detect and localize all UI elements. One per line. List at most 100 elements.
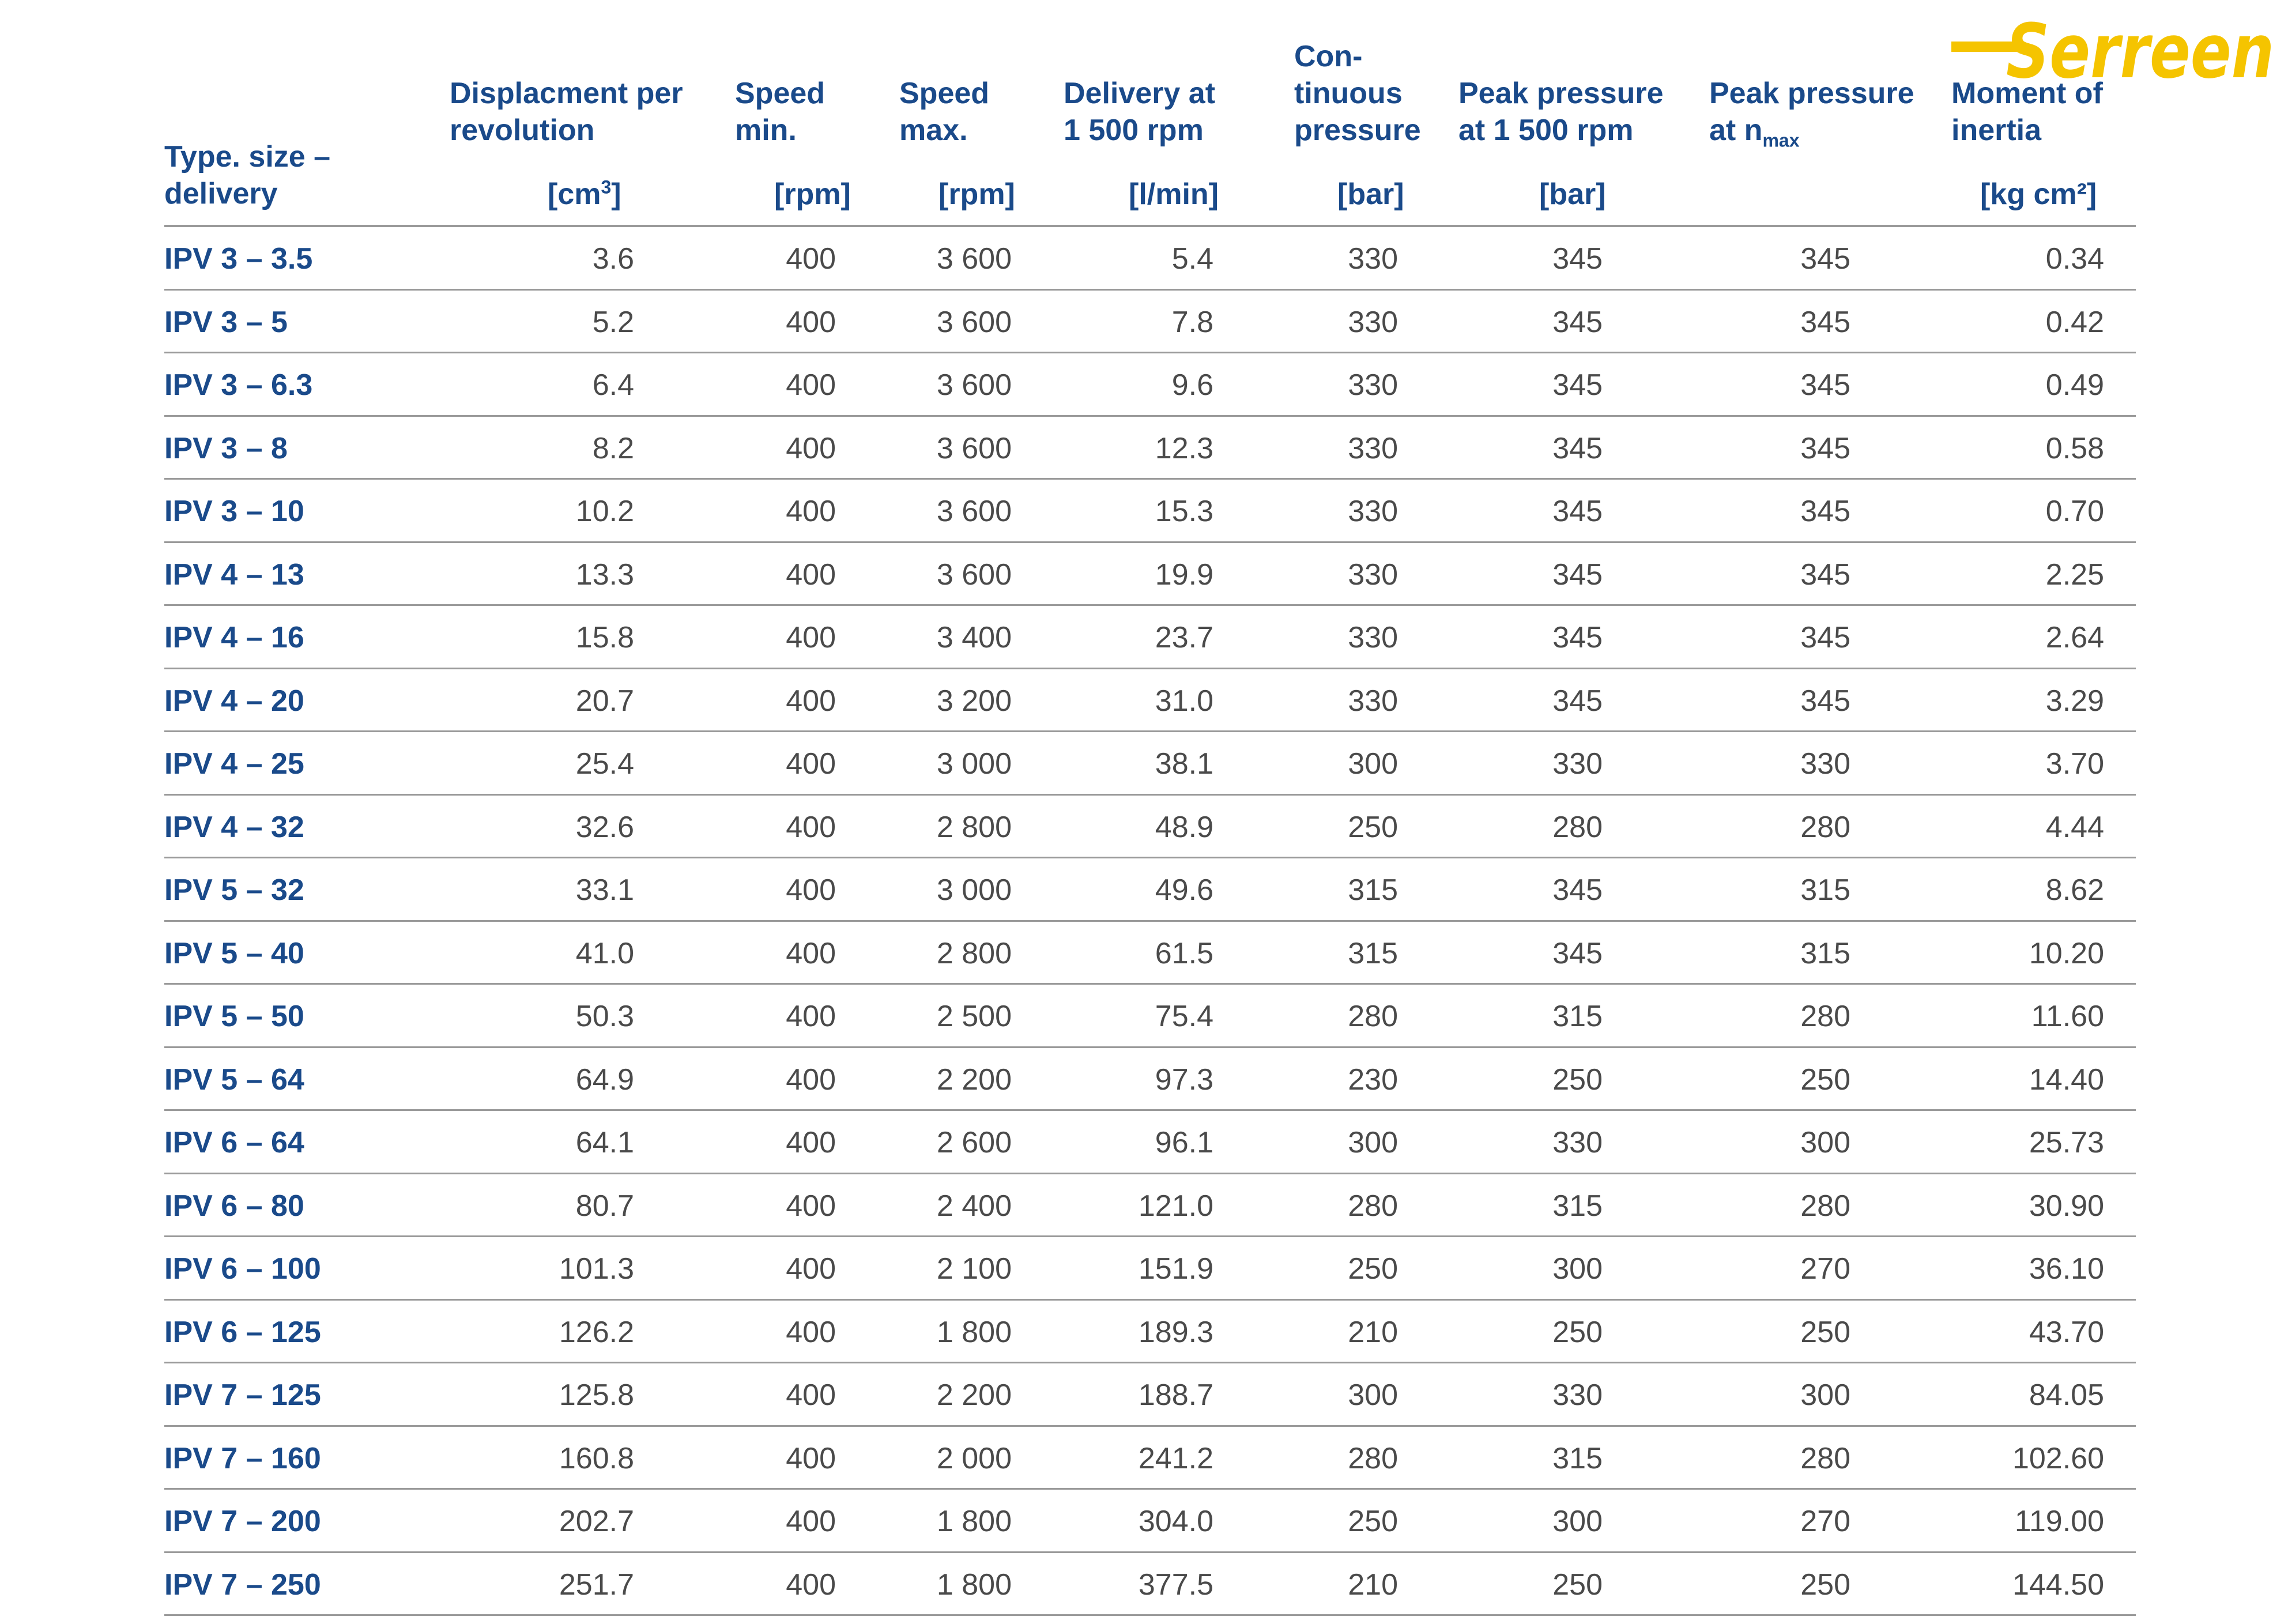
type-cell: IPV 7 – 200 <box>164 1505 321 1538</box>
type-cell: IPV 6 – 64 <box>164 1126 304 1159</box>
type-cell: IPV 5 – 40 <box>164 936 304 970</box>
type-cell: IPV 7 – 250 <box>164 1568 321 1602</box>
peak-pressure-nmax-cell: 300 <box>1800 1378 1850 1412</box>
displacement-cell: 126.2 <box>559 1315 634 1349</box>
inertia-cell: 2.64 <box>2045 621 2104 654</box>
displacement-cell: 20.7 <box>575 684 634 718</box>
inertia-cell: 8.62 <box>2045 873 2104 907</box>
continuous-pressure-cell: 280 <box>1348 1000 1398 1033</box>
inertia-cell: 2.25 <box>2045 557 2104 591</box>
peak-pressure-nmax-cell: 270 <box>1800 1252 1850 1286</box>
continuous-pressure-cell: 300 <box>1348 747 1398 781</box>
peak-pressure-nmax-cell: 345 <box>1800 305 1850 339</box>
type-cell: IPV 5 – 50 <box>164 1000 304 1033</box>
type-cell: IPV 7 – 160 <box>164 1441 321 1475</box>
speed-min-cell: 400 <box>786 936 836 970</box>
delivery-cell: 97.3 <box>1155 1062 1213 1097</box>
continuous-pressure-cell: 210 <box>1348 1568 1398 1602</box>
continuous-pressure-cell: 315 <box>1348 936 1398 970</box>
continuous-pressure-cell: 330 <box>1348 557 1398 591</box>
inertia-cell: 4.44 <box>2045 810 2104 844</box>
inertia-cell: 11.60 <box>2031 1000 2104 1033</box>
peak-pressure-nmax-cell: 315 <box>1800 936 1850 970</box>
peak-pressure-1500-cell: 330 <box>1552 747 1603 781</box>
speed-max-cell: 1 800 <box>936 1568 1012 1602</box>
header-speed-max: Speed max. [rpm] <box>899 77 1015 211</box>
delivery-cell: 151.9 <box>1138 1252 1213 1286</box>
displacement-cell: 125.8 <box>559 1378 634 1412</box>
speed-min-cell: 400 <box>786 1315 836 1349</box>
peak-pressure-nmax-cell: 250 <box>1800 1568 1850 1602</box>
peak-pressure-1500-cell: 250 <box>1552 1062 1603 1097</box>
delivery-cell: 189.3 <box>1138 1315 1213 1349</box>
peak-pressure-nmax-cell: 270 <box>1800 1505 1850 1538</box>
table-row: IPV 7 – 250 251.7 400 1 800 377.5 210 250 250 14… <box>164 1553 2136 1616</box>
speed-min-cell: 400 <box>786 1252 836 1286</box>
peak-pressure-1500-cell: 345 <box>1552 242 1603 276</box>
inertia-cell: 119.00 <box>2014 1505 2104 1538</box>
header-displacement: Displacment per revolution [cm3] <box>450 77 683 211</box>
peak-pressure-nmax-cell: 300 <box>1800 1126 1850 1159</box>
delivery-cell: 12.3 <box>1155 431 1213 465</box>
continuous-pressure-cell: 330 <box>1348 368 1398 402</box>
svg-text:Serreen: Serreen <box>2006 13 2274 88</box>
displacement-cell: 160.8 <box>559 1441 634 1475</box>
peak-pressure-nmax-cell: 345 <box>1800 621 1850 654</box>
delivery-cell: 121.0 <box>1138 1189 1213 1223</box>
type-cell: IPV 6 – 100 <box>164 1252 321 1286</box>
speed-min-cell: 400 <box>786 1000 836 1033</box>
displacement-cell: 64.9 <box>575 1062 634 1097</box>
inertia-cell: 43.70 <box>2029 1315 2104 1349</box>
table-row: IPV 6 – 100 101.3 400 2 100 151.9 250 300 270 36… <box>164 1237 2136 1301</box>
delivery-cell: 48.9 <box>1155 810 1213 844</box>
speed-max-cell: 3 600 <box>936 495 1012 528</box>
speed-max-cell: 3 600 <box>936 557 1012 591</box>
header-delivery: Delivery at 1 500 rpm [l/min] <box>1064 77 1219 211</box>
peak-pressure-1500-cell: 300 <box>1552 1252 1603 1286</box>
peak-pressure-nmax-cell: 345 <box>1800 557 1850 591</box>
displacement-cell: 80.7 <box>575 1189 634 1223</box>
displacement-cell: 202.7 <box>559 1505 634 1538</box>
speed-max-cell: 2 400 <box>936 1189 1012 1223</box>
table-row: IPV 7 – 200 202.7 400 1 800 304.0 250 300 270 11… <box>164 1490 2136 1553</box>
peak-pressure-1500-cell: 315 <box>1552 1441 1603 1475</box>
displacement-cell: 33.1 <box>575 873 634 907</box>
delivery-cell: 23.7 <box>1155 621 1213 654</box>
peak-pressure-1500-cell: 345 <box>1552 621 1603 654</box>
peak-pressure-nmax-cell: 250 <box>1800 1062 1850 1097</box>
header-moment-of-inertia: Moment of inertia [kg cm²] <box>1951 77 2103 211</box>
type-cell: IPV 7 – 125 <box>164 1378 321 1412</box>
speed-max-cell: 3 600 <box>936 431 1012 465</box>
table-row: IPV 4 – 25 25.4 400 3 000 38.1 300 330 330 3.70 <box>164 732 2136 796</box>
displacement-cell: 101.3 <box>559 1252 634 1286</box>
peak-pressure-1500-cell: 330 <box>1552 1378 1603 1412</box>
speed-max-cell: 2 200 <box>936 1378 1012 1412</box>
speed-max-cell: 2 600 <box>936 1126 1012 1159</box>
speed-max-cell: 3 200 <box>936 684 1012 718</box>
table-row: IPV 6 – 80 80.7 400 2 400 121.0 280 315 280 30.9… <box>164 1174 2136 1237</box>
delivery-cell: 96.1 <box>1155 1126 1213 1159</box>
speed-max-cell: 3 000 <box>936 873 1012 907</box>
speed-min-cell: 400 <box>786 1568 836 1602</box>
continuous-pressure-cell: 300 <box>1348 1378 1398 1412</box>
table-row: IPV 4 – 20 20.7 400 3 200 31.0 330 345 345 3.29 <box>164 669 2136 732</box>
type-cell: IPV 3 – 10 <box>164 495 304 528</box>
type-cell: IPV 5 – 32 <box>164 873 304 907</box>
delivery-cell: 9.6 <box>1171 368 1213 402</box>
delivery-cell: 31.0 <box>1155 684 1213 718</box>
speed-min-cell: 400 <box>786 495 836 528</box>
table-row: IPV 6 – 64 64.1 400 2 600 96.1 300 330 300 25.73 <box>164 1111 2136 1174</box>
peak-pressure-1500-cell: 300 <box>1552 1505 1603 1538</box>
continuous-pressure-cell: 330 <box>1348 684 1398 718</box>
delivery-cell: 304.0 <box>1138 1505 1213 1538</box>
peak-pressure-nmax-cell: 280 <box>1800 810 1850 844</box>
speed-min-cell: 400 <box>786 431 836 465</box>
displacement-cell: 50.3 <box>575 1000 634 1033</box>
continuous-pressure-cell: 280 <box>1348 1189 1398 1223</box>
peak-pressure-nmax-cell: 280 <box>1800 1189 1850 1223</box>
type-cell: IPV 3 – 6.3 <box>164 368 313 402</box>
displacement-cell: 10.2 <box>575 495 634 528</box>
table-row: IPV 7 – 125 125.8 400 2 200 188.7 300 330 300 84… <box>164 1363 2136 1427</box>
peak-pressure-nmax-cell: 330 <box>1800 747 1850 781</box>
speed-min-cell: 400 <box>786 873 836 907</box>
